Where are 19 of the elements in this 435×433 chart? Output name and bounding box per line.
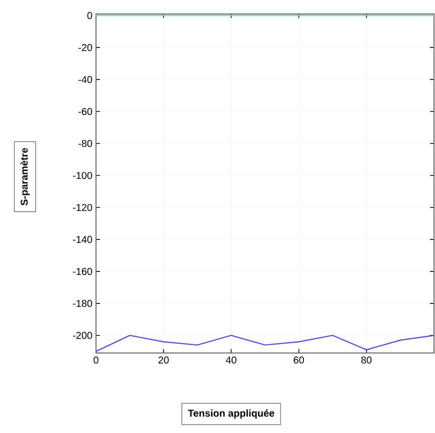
y-tick-label: -20 bbox=[78, 44, 92, 52]
x-tick-label: 60 bbox=[294, 356, 304, 364]
x-tick-label: 20 bbox=[158, 356, 169, 364]
y-tick-label: -40 bbox=[78, 76, 92, 84]
y-tick-label: 0 bbox=[87, 12, 92, 20]
y-axis-title: S-paramètre bbox=[20, 148, 30, 206]
y-tick-label: -180 bbox=[72, 300, 92, 307]
y-tick-label: -200 bbox=[72, 332, 92, 339]
x-tick-label: 0 bbox=[94, 356, 98, 364]
y-tick-label: -60 bbox=[78, 108, 92, 116]
line-series bbox=[96, 334, 434, 352]
y-tick-label: -120 bbox=[72, 204, 92, 211]
x-tick-label: 40 bbox=[226, 356, 236, 364]
y-tick-label: -80 bbox=[78, 140, 92, 148]
x-tick-label: 80 bbox=[361, 356, 372, 364]
y-tick-label: -140 bbox=[72, 236, 92, 243]
y-tick-label: -160 bbox=[72, 268, 92, 275]
x-axis-title: Tension appliquée bbox=[188, 409, 274, 419]
y-tick-label: -100 bbox=[72, 172, 92, 180]
